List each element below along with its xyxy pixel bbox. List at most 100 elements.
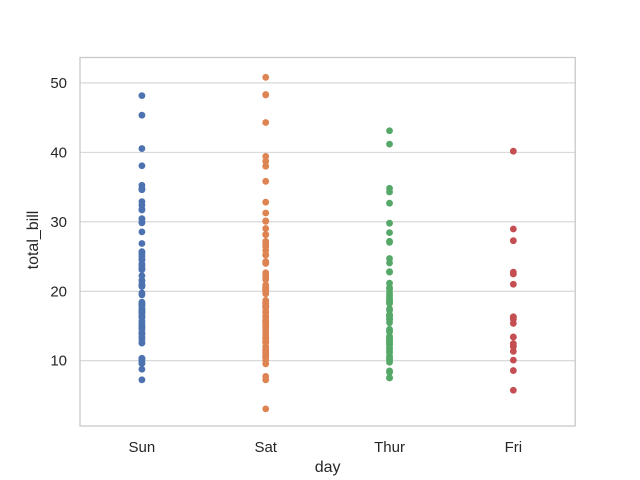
data-point-sat — [262, 231, 270, 239]
data-point-sat — [262, 73, 270, 81]
data-point-sat — [262, 157, 270, 165]
plot-area — [80, 57, 576, 426]
data-point-thur — [386, 296, 393, 304]
data-point-sat — [262, 269, 270, 277]
data-point-sat — [262, 217, 270, 225]
data-point-sat — [262, 339, 270, 347]
data-point-fri — [509, 313, 517, 321]
data-point-sun — [138, 365, 146, 373]
data-point-fri — [509, 386, 517, 394]
data-point-sun — [138, 317, 146, 325]
x-tick-label-sun: Sun — [129, 439, 156, 456]
data-point-sat — [262, 251, 270, 259]
data-point-fri — [509, 333, 517, 341]
data-point-sat — [262, 318, 270, 326]
data-point-sun — [138, 309, 146, 317]
data-point-fri — [509, 225, 517, 233]
data-point-sun — [138, 289, 146, 297]
data-point-sat — [262, 329, 270, 337]
data-point-thur — [386, 127, 393, 135]
data-point-thur — [386, 368, 393, 376]
data-point-thur — [386, 268, 393, 276]
data-point-fri — [509, 347, 517, 355]
data-point-sat — [262, 405, 270, 413]
data-point-sun — [138, 256, 146, 264]
data-point-thur — [386, 219, 393, 227]
data-point-sun — [138, 248, 146, 256]
x-tick-label-fri: Fri — [505, 439, 523, 456]
data-point-thur — [386, 349, 393, 356]
data-point-sun — [138, 111, 146, 119]
data-point-thur — [386, 188, 393, 196]
data-point-sat — [262, 119, 270, 126]
data-point-sun — [138, 162, 146, 170]
data-point-sat — [262, 198, 270, 206]
data-point-sat — [262, 356, 270, 364]
data-point-fri — [509, 367, 517, 374]
data-point-sat — [262, 209, 270, 217]
y-tick-label-40: 40 — [50, 144, 67, 161]
data-point-sun — [138, 338, 146, 346]
data-point-thur — [386, 319, 393, 327]
data-point-sat — [262, 153, 270, 160]
data-point-thur — [386, 305, 393, 313]
data-point-sun — [138, 198, 146, 206]
data-point-thur — [386, 289, 393, 296]
data-point-sat — [262, 351, 270, 359]
data-point-thur — [386, 284, 393, 291]
data-point-thur — [386, 344, 393, 352]
data-point-fri — [509, 356, 517, 364]
data-point-thur — [386, 238, 393, 246]
data-point-thur — [386, 199, 393, 207]
data-point-sun — [138, 360, 146, 367]
data-point-sun — [138, 240, 146, 247]
x-tick-label-thur: Thur — [374, 439, 405, 456]
data-point-sun — [138, 205, 146, 213]
y-tick-label-20: 20 — [50, 283, 67, 300]
data-point-fri — [509, 237, 517, 245]
data-point-sun — [138, 266, 146, 274]
data-point-sun — [138, 92, 146, 100]
data-point-thur — [386, 312, 393, 320]
axes-spines — [79, 56, 576, 427]
data-point-sun — [138, 215, 146, 223]
data-point-fri — [509, 147, 517, 155]
data-point-fri — [509, 280, 517, 288]
data-point-thur — [386, 354, 393, 362]
data-point-sat — [262, 162, 270, 170]
data-point-fri — [509, 342, 517, 350]
x-axis-label: day — [314, 459, 341, 476]
data-point-sat — [262, 308, 270, 316]
data-point-sat — [262, 91, 270, 98]
data-point-sat — [262, 284, 270, 292]
data-point-thur — [386, 140, 393, 148]
data-point-sat — [262, 177, 270, 185]
data-point-sat — [262, 334, 270, 342]
data-point-sun — [138, 145, 146, 152]
data-point-sat — [262, 225, 270, 232]
data-point-sat — [262, 246, 270, 254]
y-axis-label: total_bill — [25, 210, 42, 270]
data-point-thur — [386, 336, 393, 344]
data-point-sat — [262, 238, 270, 245]
data-point-sun — [138, 186, 146, 193]
x-tick-label-sat: Sat — [254, 439, 277, 456]
y-tick-label-50: 50 — [50, 75, 67, 92]
data-point-sun — [138, 376, 146, 384]
data-point-sun — [138, 300, 146, 308]
data-point-sun — [138, 228, 146, 236]
data-point-sat — [262, 260, 270, 267]
data-point-sun — [138, 330, 146, 338]
data-point-sat — [262, 303, 270, 310]
data-point-sat — [262, 346, 270, 353]
data-point-fri — [509, 268, 517, 276]
data-point-sat — [262, 373, 270, 380]
data-point-thur — [386, 259, 393, 267]
data-point-sun — [138, 326, 146, 333]
data-point-thur — [386, 374, 393, 382]
data-point-sun — [138, 272, 146, 280]
y-tick-label-10: 10 — [50, 353, 67, 370]
data-point-sun — [138, 281, 146, 289]
